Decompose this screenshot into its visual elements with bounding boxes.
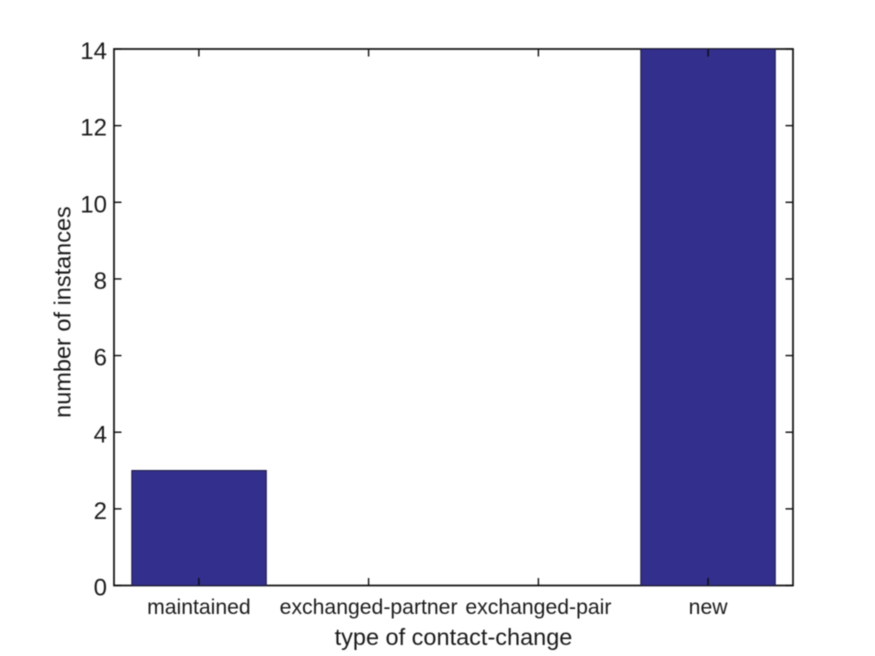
svg-text:maintained: maintained xyxy=(147,596,251,619)
svg-text:14: 14 xyxy=(80,38,107,65)
svg-text:4: 4 xyxy=(94,421,107,448)
svg-text:type of contact-change: type of contact-change xyxy=(335,624,573,650)
svg-text:8: 8 xyxy=(94,268,107,295)
svg-text:12: 12 xyxy=(80,115,107,142)
svg-text:number of instances: number of instances xyxy=(50,206,76,418)
svg-text:exchanged-pair: exchanged-pair xyxy=(465,596,611,619)
svg-text:0: 0 xyxy=(94,575,107,602)
svg-text:new: new xyxy=(689,596,729,619)
svg-text:exchanged-partner: exchanged-partner xyxy=(280,596,458,619)
svg-text:10: 10 xyxy=(80,191,107,218)
svg-text:6: 6 xyxy=(94,345,107,372)
svg-text:2: 2 xyxy=(94,498,107,525)
